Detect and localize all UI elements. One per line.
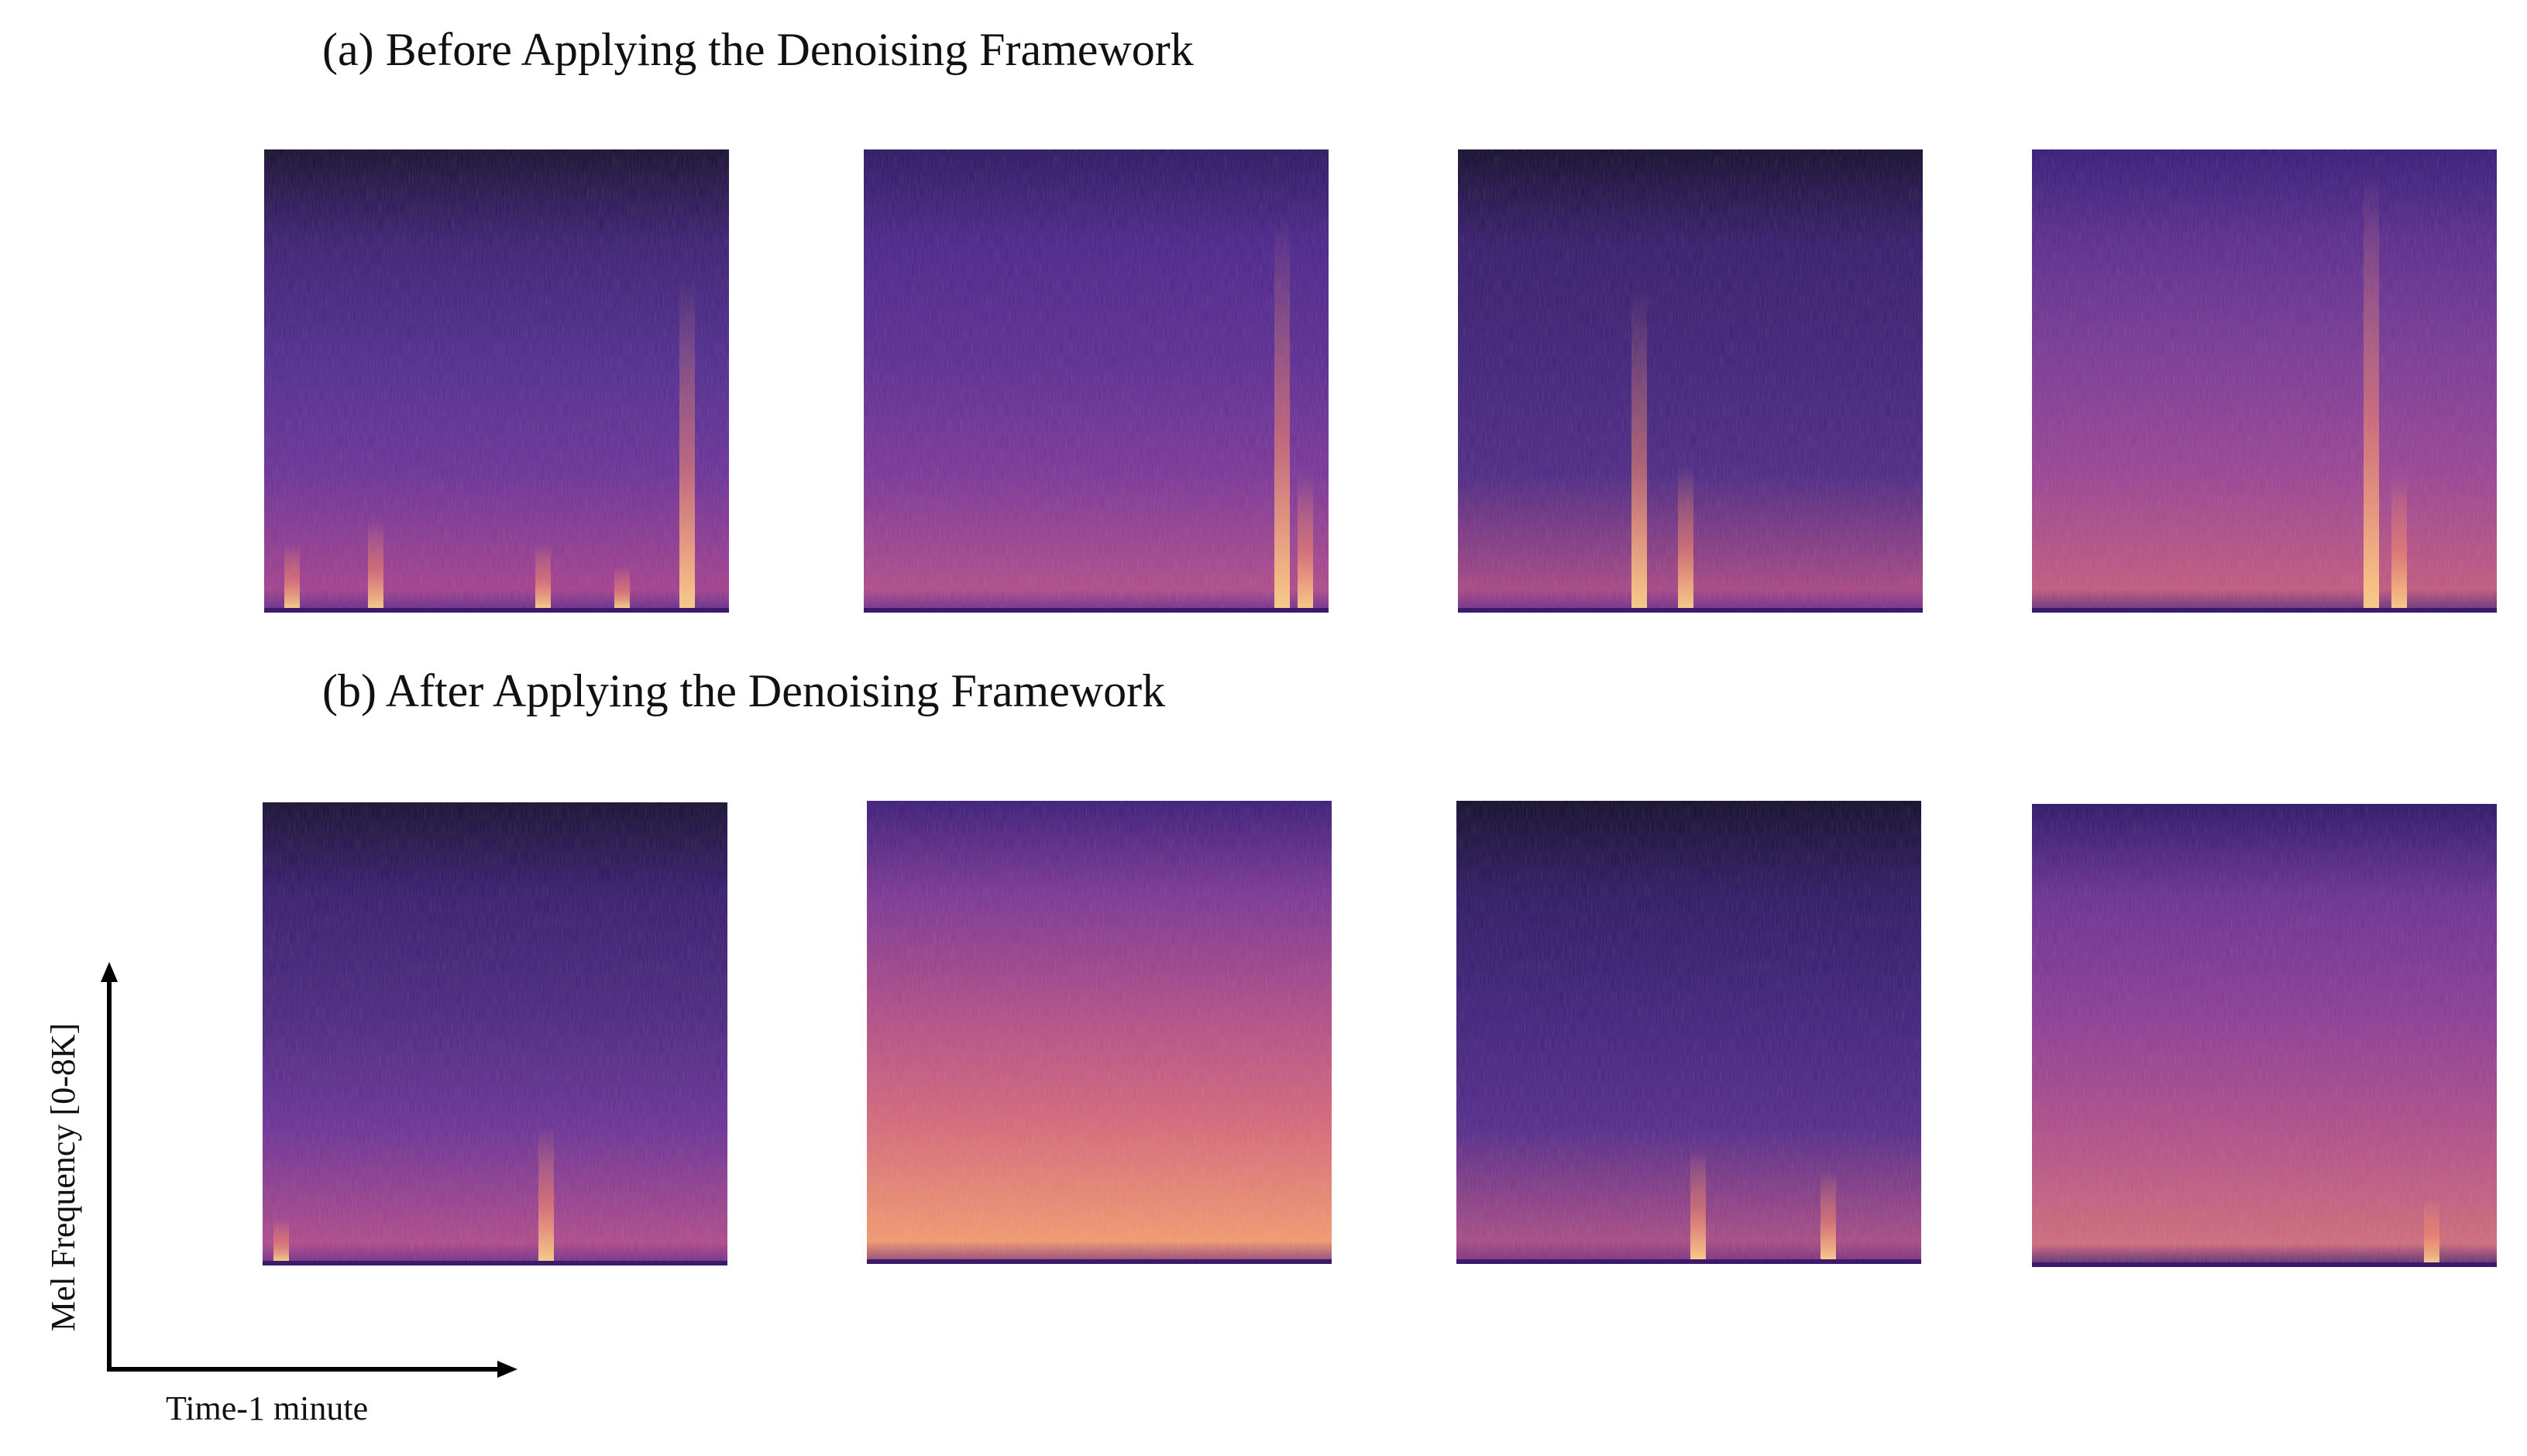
spectrogram-texture (2032, 804, 2497, 1267)
spectrogram (1456, 801, 1921, 1264)
spectrogram-texture (263, 802, 727, 1265)
spectrogram (264, 149, 729, 613)
x-axis-label: Time-1 minute (166, 1389, 368, 1427)
energy-streak (284, 543, 300, 608)
energy-streak (1298, 473, 1313, 608)
spectrograms (263, 149, 2497, 1267)
spectrogram-baseline (1456, 1259, 1921, 1264)
spectrogram-texture (867, 801, 1332, 1264)
energy-streak (368, 520, 383, 608)
title-b: (b) After Applying the Denoising Framewo… (322, 665, 1165, 716)
energy-streak (1820, 1171, 1836, 1259)
energy-streak (2391, 473, 2407, 608)
spectrogram (263, 802, 727, 1265)
spectrogram (867, 801, 1332, 1264)
spectrogram-texture (1456, 801, 1921, 1264)
energy-streak (1690, 1148, 1706, 1259)
energy-streak (2424, 1197, 2439, 1262)
energy-streak (1631, 288, 1647, 608)
y-arrow-head (101, 962, 118, 982)
energy-streak (614, 566, 630, 608)
spectrogram (2032, 149, 2497, 613)
energy-streak (2364, 172, 2379, 608)
spectrogram-baseline (263, 1261, 727, 1265)
energy-streak (1274, 218, 1290, 608)
spectrogram-baseline (2032, 1262, 2497, 1267)
spectrogram-baseline (1458, 608, 1923, 613)
x-arrow-head (497, 1361, 517, 1378)
spectrogram (2032, 804, 2497, 1267)
spectrogram-texture (264, 149, 729, 613)
energy-streak (273, 1219, 289, 1261)
energy-streak (535, 543, 551, 608)
energy-streak (679, 279, 695, 608)
spectrogram-baseline (864, 608, 1329, 613)
spectrogram (1458, 149, 1923, 613)
spectrogram-texture (864, 149, 1329, 613)
energy-streak (1678, 464, 1693, 608)
title-a: (a) Before Applying the Denoising Framew… (322, 24, 1194, 75)
y-axis-label: Mel Frequency [0-8K] (44, 1023, 82, 1331)
spectrogram-baseline (2032, 608, 2497, 613)
spectrogram-texture (2032, 149, 2497, 613)
spectrogram-baseline (264, 608, 729, 613)
spectrogram-baseline (867, 1259, 1332, 1264)
energy-streak (538, 1126, 554, 1261)
spectrogram (864, 149, 1329, 613)
